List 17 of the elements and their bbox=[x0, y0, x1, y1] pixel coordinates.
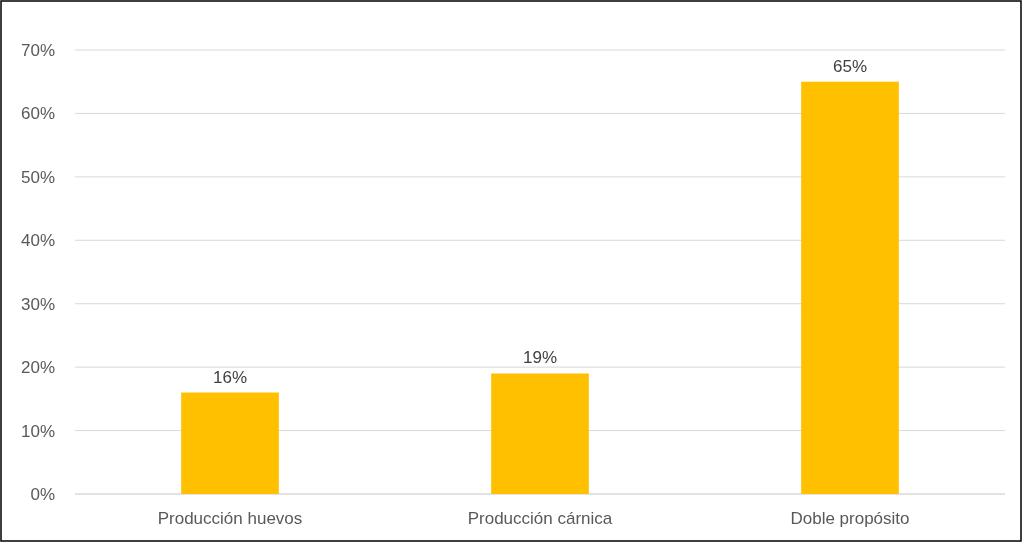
y-tick-label: 30% bbox=[20, 294, 55, 314]
data-label: 65% bbox=[832, 56, 868, 76]
bar bbox=[491, 373, 589, 494]
bar bbox=[801, 81, 899, 494]
x-tick-label: Producción cárnica bbox=[467, 509, 613, 528]
y-tick-label: 10% bbox=[20, 421, 55, 441]
bar bbox=[181, 392, 279, 494]
y-tick-label: 50% bbox=[20, 167, 55, 187]
data-label: 16% bbox=[212, 367, 248, 387]
y-tick-label: 70% bbox=[20, 40, 55, 60]
data-label: 19% bbox=[522, 348, 558, 368]
y-tick-label: 0% bbox=[30, 484, 55, 504]
x-tick-label: Doble propósito bbox=[790, 509, 910, 528]
x-tick-label: Producción huevos bbox=[157, 509, 303, 528]
y-tick-label: 40% bbox=[20, 231, 55, 251]
y-tick-label: 60% bbox=[20, 104, 55, 124]
y-tick-label: 20% bbox=[20, 358, 55, 378]
